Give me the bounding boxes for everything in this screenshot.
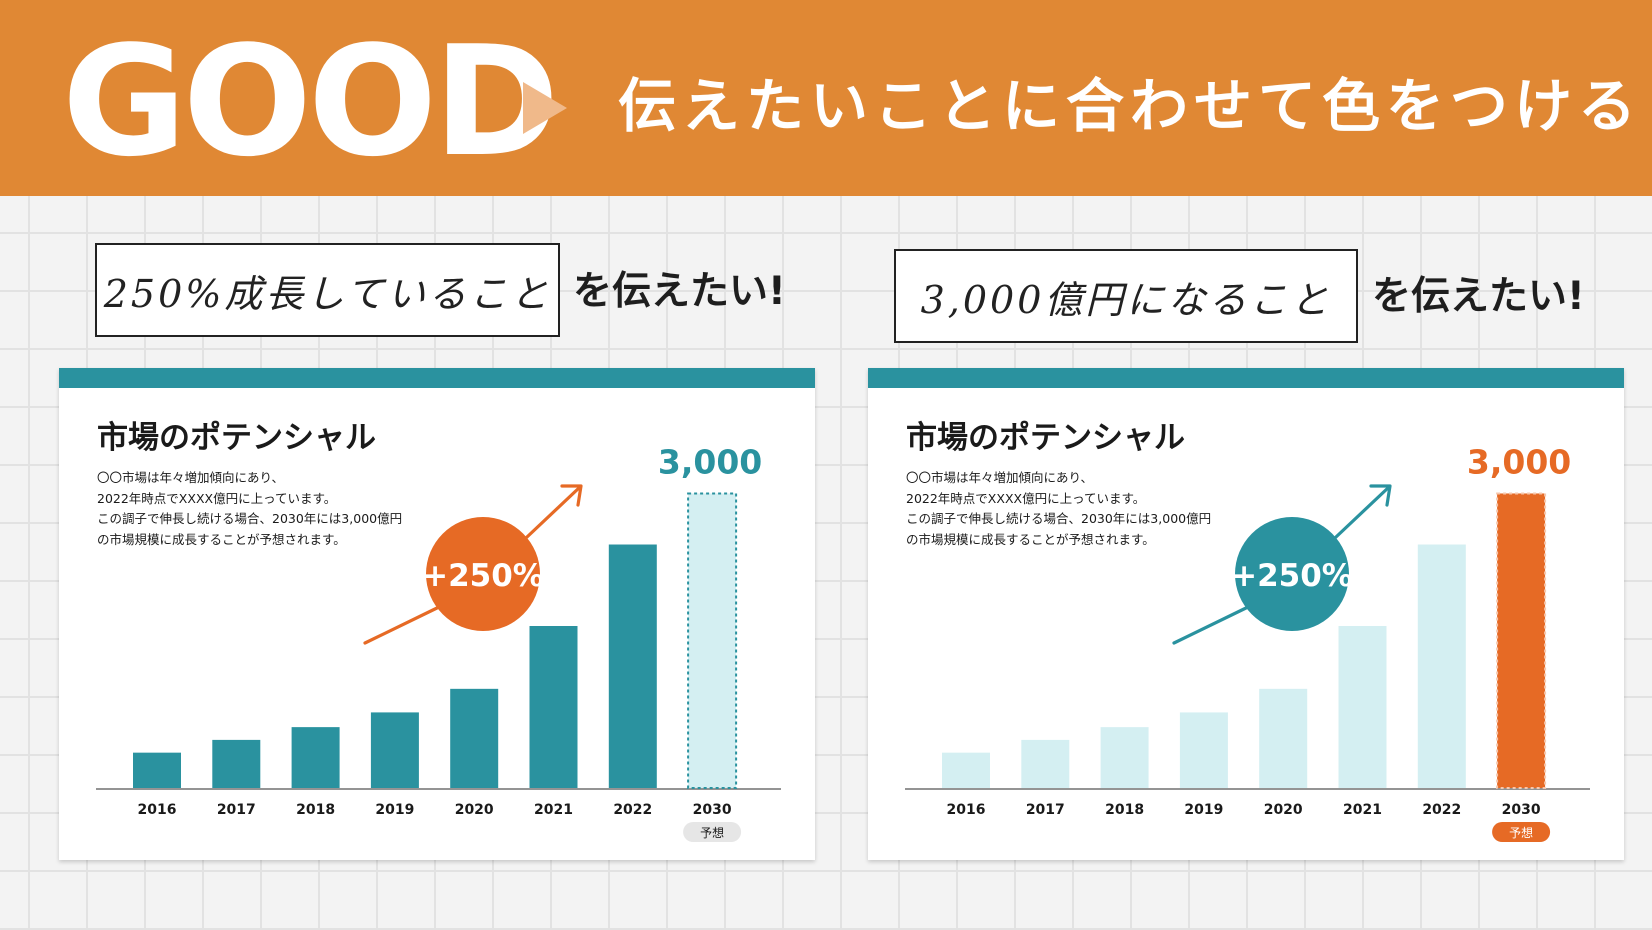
- description-line: 2022年時点でXXXX億円に上っています。: [906, 490, 1146, 506]
- x-tick-label: 2021: [1343, 802, 1382, 818]
- description-line: の市場規模に成長することが予想されます。: [906, 531, 1155, 547]
- bar: [1259, 688, 1308, 788]
- bar-chart-right: 2016 2017 2018 2019 2020 2021 2022 2030 予想 3,000 +…: [905, 442, 1590, 842]
- growth-circle: [426, 517, 540, 631]
- bar: [529, 626, 578, 788]
- x-tick-label: 2022: [613, 802, 652, 818]
- left-message-suffix: を伝えたい!: [573, 269, 786, 314]
- x-tick-label: 2019: [375, 802, 414, 818]
- x-tick-label: 2018: [1105, 802, 1144, 818]
- description-line: 〇〇市場は年々増加傾向にあり、: [906, 470, 1094, 485]
- panel-top-bar: [868, 368, 1624, 388]
- play-arrow-icon: [523, 82, 567, 134]
- bar: [450, 688, 499, 788]
- bar: [291, 727, 340, 788]
- growth-circle: [1235, 517, 1349, 631]
- forecast-badge: [1492, 822, 1551, 842]
- panel-title: 市場のポテンシャル: [906, 420, 1185, 456]
- x-tick-label: 2016: [947, 802, 986, 818]
- x-tick-label: 2021: [534, 802, 573, 818]
- x-tick-label: 2017: [217, 802, 256, 818]
- headline: 伝えたいことに合わせて色をつける: [618, 72, 1643, 140]
- forecast-badge-label: 予想: [1509, 825, 1533, 840]
- x-tick-label: 2016: [138, 802, 177, 818]
- bar: [1338, 626, 1387, 788]
- right-message-suffix: を伝えたい!: [1372, 274, 1585, 319]
- bar: [942, 752, 990, 788]
- description-line: この調子で伸長し続ける場合、2030年には3,000億円: [906, 511, 1212, 526]
- forecast-badge: [683, 822, 742, 842]
- bar: [133, 752, 181, 788]
- good-title: GOOD: [62, 13, 559, 190]
- growth-arrow-head-line: [525, 485, 582, 539]
- bar: [1100, 727, 1149, 788]
- right-message-text: 3,000億円になること: [920, 277, 1332, 322]
- forecast-badge-label: 予想: [700, 825, 724, 840]
- description-line: 2022年時点でXXXX億円に上っています。: [97, 490, 337, 506]
- bar: [1496, 492, 1547, 789]
- bar: [1179, 712, 1228, 788]
- bar: [1021, 739, 1070, 788]
- x-tick-label: 2019: [1184, 802, 1223, 818]
- x-tick-label: 2030: [693, 802, 732, 818]
- description-line: の市場規模に成長することが予想されます。: [97, 531, 346, 547]
- forecast-value-label: 3,000: [658, 442, 762, 481]
- description-line: この調子で伸長し続ける場合、2030年には3,000億円: [97, 511, 403, 526]
- bar: [608, 544, 657, 788]
- chart-panel-right: 市場のポテンシャル 〇〇市場は年々増加傾向にあり、 2022年時点でXXXX億円…: [868, 368, 1624, 860]
- growth-label: +250%: [1231, 558, 1353, 594]
- growth-arrow-tail: [1172, 606, 1248, 645]
- x-tick-label: 2020: [455, 802, 494, 818]
- growth-arrow-head-line: [1334, 485, 1391, 539]
- growth-arrow-head: [560, 484, 583, 507]
- left-message-text: 250%成長していること: [103, 271, 552, 316]
- chart-panel-left: 市場のポテンシャル 〇〇市場は年々増加傾向にあり、 2022年時点でXXXX億円…: [59, 368, 815, 860]
- right-message-box: 3,000億円になること: [894, 249, 1358, 343]
- growth-arrow-head: [1369, 484, 1392, 507]
- bar: [370, 712, 419, 788]
- bar: [1417, 544, 1466, 788]
- forecast-value-label: 3,000: [1467, 442, 1571, 481]
- x-tick-label: 2017: [1026, 802, 1065, 818]
- bar-chart-left: 2016 2017 2018 2019 2020 2021 2022 2030 予想 3,000 +…: [96, 442, 781, 842]
- panel-top-bar: [59, 368, 815, 388]
- bar: [212, 739, 261, 788]
- x-tick-label: 2022: [1422, 802, 1461, 818]
- panel-title: 市場のポテンシャル: [97, 420, 376, 456]
- x-tick-label: 2018: [296, 802, 335, 818]
- left-message-box: 250%成長していること: [95, 243, 560, 337]
- panel-description: 〇〇市場は年々増加傾向にあり、 2022年時点でXXXX億円に上っています。 こ…: [97, 468, 402, 550]
- description-line: 〇〇市場は年々増加傾向にあり、: [97, 470, 285, 485]
- growth-arrow-tail: [363, 606, 439, 645]
- growth-label: +250%: [422, 558, 544, 594]
- x-tick-label: 2030: [1502, 802, 1541, 818]
- header-banner: GOOD 伝えたいことに合わせて色をつける: [0, 0, 1652, 196]
- bar: [687, 492, 738, 789]
- panel-description: 〇〇市場は年々増加傾向にあり、 2022年時点でXXXX億円に上っています。 こ…: [906, 468, 1211, 550]
- x-tick-label: 2020: [1264, 802, 1303, 818]
